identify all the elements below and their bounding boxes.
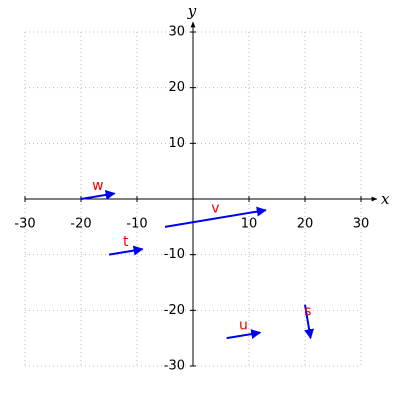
x-tick-label: -10	[126, 217, 147, 232]
vector-label: t	[123, 234, 129, 250]
vector	[304, 304, 315, 340]
y-axis-label: y	[187, 2, 197, 20]
vector	[226, 329, 262, 340]
x-tick-label: -30	[14, 217, 35, 232]
vector	[108, 245, 144, 256]
x-tick-label: -20	[70, 217, 91, 232]
y-tick-label: 10	[168, 136, 185, 151]
vectors: w v t u s	[80, 178, 315, 340]
x-axis-label: x	[381, 190, 390, 208]
y-tick-label: 20	[168, 80, 185, 95]
y-tick-label: -30	[164, 359, 185, 374]
y-tick-label: 30	[168, 25, 185, 40]
vector	[80, 189, 116, 200]
vector	[164, 206, 267, 228]
vector-label: v	[211, 200, 219, 216]
axes: x y -30 -20 -10 10 20 30 -30 -20 -10 10 20 30	[14, 2, 390, 374]
y-tick-label: -20	[164, 303, 185, 318]
vector-label: s	[304, 303, 311, 319]
x-tick-label: 10	[241, 217, 258, 232]
x-tick-label: 20	[297, 217, 314, 232]
vector-label: w	[92, 178, 103, 194]
x-tick-label: 30	[353, 217, 370, 232]
y-tick-label: -10	[164, 247, 185, 262]
vector-label: u	[239, 317, 248, 333]
